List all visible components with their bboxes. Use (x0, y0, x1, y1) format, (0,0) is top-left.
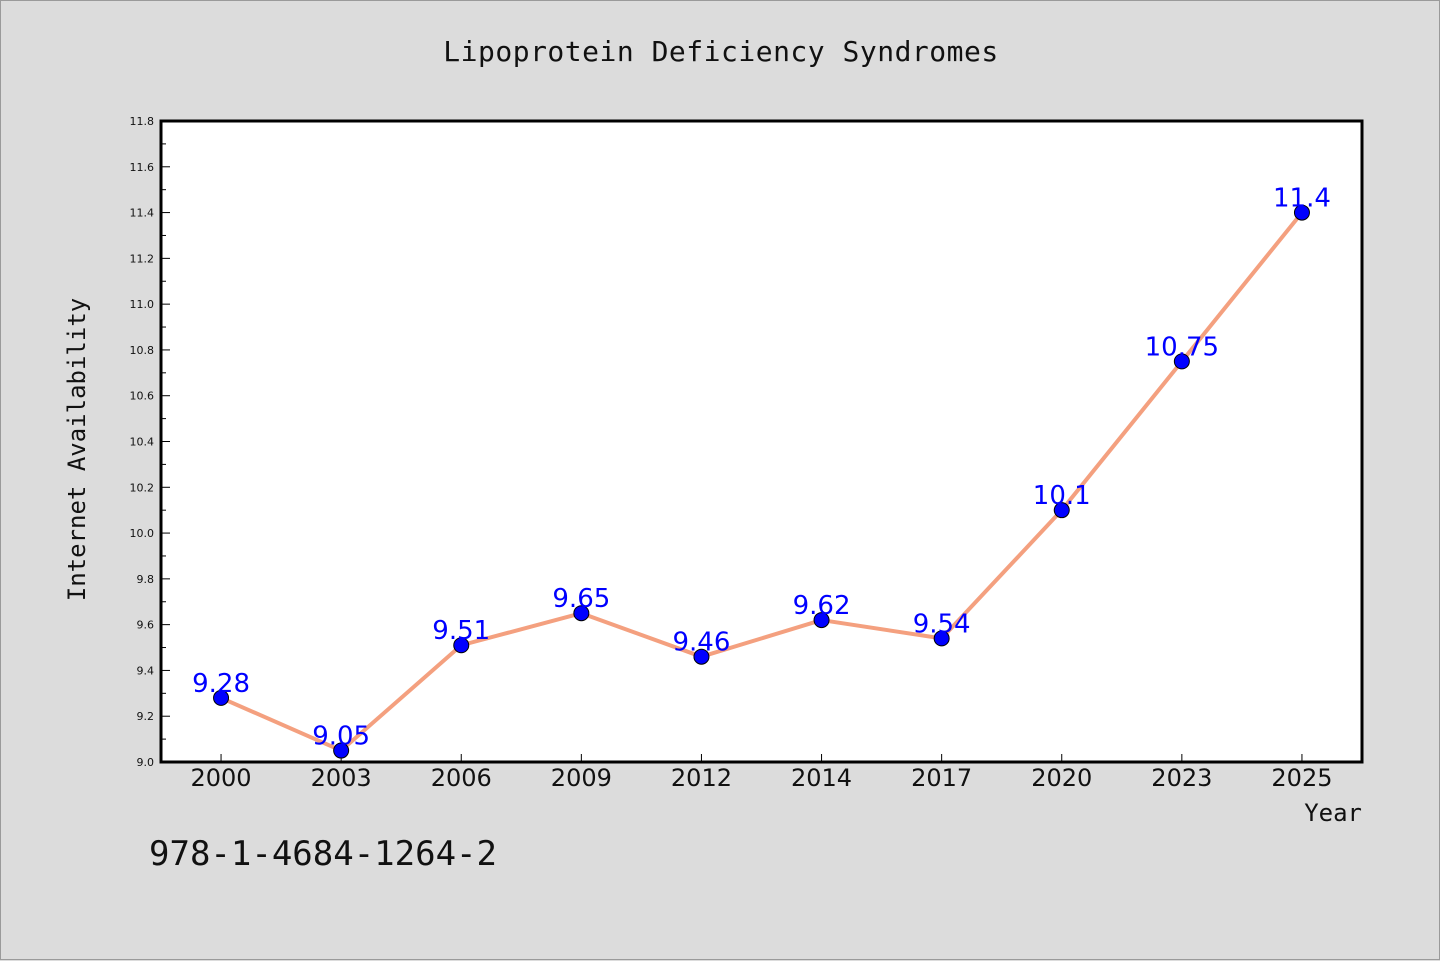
y-tick-label: 9.8 (137, 573, 155, 586)
x-tick-label: 2020 (1031, 764, 1092, 792)
data-label: 9.65 (552, 584, 610, 614)
data-label: 10.75 (1145, 332, 1219, 362)
y-tick-label: 11.4 (130, 207, 155, 220)
isbn-annotation: 978-1-4684-1264-2 (149, 834, 497, 874)
data-point-marker (693, 648, 710, 665)
x-tick-label: 2014 (791, 764, 852, 792)
y-tick-label: 9.0 (137, 756, 155, 769)
y-tick-label: 10.0 (130, 527, 155, 540)
data-point-marker (933, 630, 950, 647)
x-tick-label: 2025 (1271, 764, 1332, 792)
plot-area (159, 119, 1364, 764)
x-axis-label: Year (1304, 799, 1362, 827)
data-label: 9.46 (673, 628, 731, 658)
y-tick-label: 11.2 (130, 252, 155, 265)
y-axis-label: Internet Availability (63, 298, 91, 601)
data-label: 9.62 (793, 591, 851, 621)
y-tick-label: 10.2 (130, 481, 155, 494)
data-label: 9.05 (312, 722, 370, 752)
data-point-marker (333, 742, 350, 759)
data-point-marker (1173, 353, 1190, 370)
data-label: 9.28 (192, 669, 250, 699)
y-tick-label: 9.4 (137, 664, 155, 677)
x-tick-label: 2012 (671, 764, 732, 792)
data-point-marker (213, 689, 230, 706)
chart-title: Lipoprotein Deficiency Syndromes (443, 35, 999, 68)
x-tick-label: 2023 (1151, 764, 1212, 792)
x-tick-label: 2003 (311, 764, 372, 792)
x-tick-label: 2017 (911, 764, 972, 792)
y-tick-label: 10.8 (130, 344, 155, 357)
data-point-marker (453, 637, 470, 654)
y-tick-label: 11.8 (130, 115, 155, 128)
data-label: 11.4 (1273, 184, 1331, 214)
data-point-marker (1293, 204, 1310, 221)
data-point-marker (573, 605, 590, 622)
y-tick-label: 10.6 (130, 390, 155, 403)
x-tick-label: 2000 (191, 764, 252, 792)
y-tick-label: 11.6 (130, 161, 155, 174)
data-point-marker (813, 612, 830, 629)
y-tick-label: 11.0 (130, 298, 155, 311)
y-tick-label: 9.6 (137, 619, 155, 632)
series-line (220, 211, 1304, 753)
y-tick-label: 9.2 (137, 710, 155, 723)
y-tick-label: 10.4 (130, 436, 155, 449)
x-tick-label: 2009 (551, 764, 612, 792)
data-label: 10.1 (1033, 481, 1091, 511)
data-label: 9.51 (432, 616, 490, 646)
data-label: 9.54 (913, 609, 971, 639)
data-point-marker (1053, 502, 1070, 519)
x-tick-label: 2006 (431, 764, 492, 792)
